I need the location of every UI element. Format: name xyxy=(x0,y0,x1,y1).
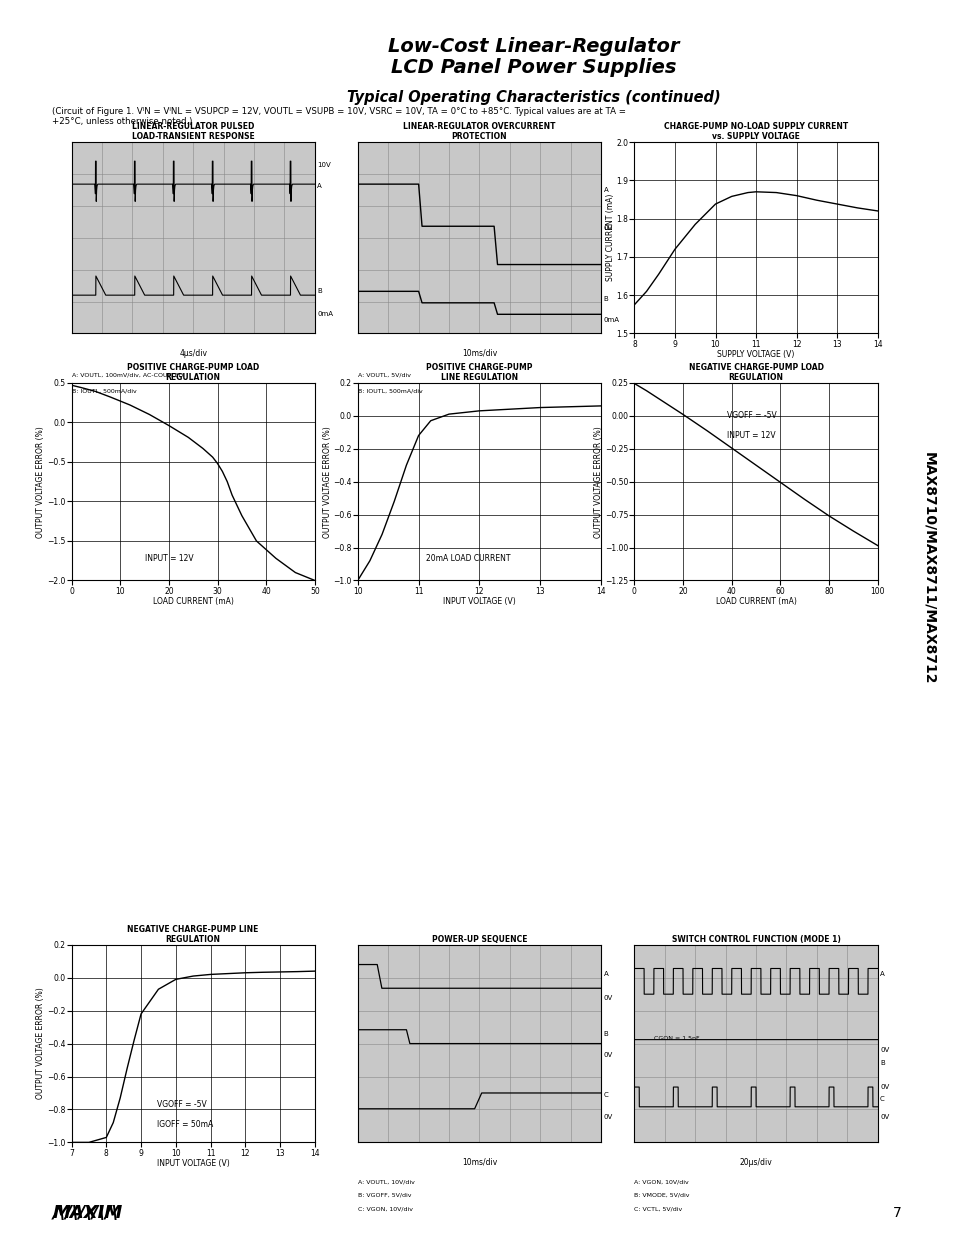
X-axis label: INPUT VOLTAGE (V): INPUT VOLTAGE (V) xyxy=(442,597,516,606)
Text: 0V: 0V xyxy=(880,1046,888,1052)
Text: C: VCTL, 5V/div: C: VCTL, 5V/div xyxy=(634,1207,682,1212)
Text: B: VGOFF, 5V/div: B: VGOFF, 5V/div xyxy=(357,1193,411,1198)
Text: 0mA: 0mA xyxy=(603,317,618,324)
Text: MAXIM: MAXIM xyxy=(52,1204,123,1221)
Text: Typical Operating Characteristics (continued): Typical Operating Characteristics (conti… xyxy=(347,90,720,105)
Text: INPUT = 12V: INPUT = 12V xyxy=(726,431,775,440)
Text: IGOFF = 50mA: IGOFF = 50mA xyxy=(156,1120,213,1129)
Text: A: A xyxy=(317,183,322,189)
Text: Low-Cost Linear-Regulator: Low-Cost Linear-Regulator xyxy=(388,37,679,57)
Text: 10ms/div: 10ms/div xyxy=(461,348,497,358)
X-axis label: LOAD CURRENT (mA): LOAD CURRENT (mA) xyxy=(715,597,796,606)
Y-axis label: OUTPUT VOLTAGE ERROR (%): OUTPUT VOLTAGE ERROR (%) xyxy=(322,426,332,537)
Text: +25°C, unless otherwise noted.): +25°C, unless otherwise noted.) xyxy=(52,116,193,126)
Text: INPUT = 12V: INPUT = 12V xyxy=(145,553,193,563)
Text: 10V: 10V xyxy=(317,162,331,168)
Text: 0V: 0V xyxy=(880,1084,888,1091)
Text: 10ms/div: 10ms/div xyxy=(461,1157,497,1167)
Title: NEGATIVE CHARGE-PUMP LOAD
REGULATION: NEGATIVE CHARGE-PUMP LOAD REGULATION xyxy=(688,363,822,382)
Text: A: VOUTL, 10V/div: A: VOUTL, 10V/div xyxy=(357,1179,415,1184)
Title: LINEAR-REGULATOR PULSED
LOAD-TRANSIENT RESPONSE: LINEAR-REGULATOR PULSED LOAD-TRANSIENT R… xyxy=(132,122,254,141)
Text: 0V: 0V xyxy=(603,1052,612,1058)
Text: B: B xyxy=(317,288,322,294)
Text: CGON = 1.5nF: CGON = 1.5nF xyxy=(653,1036,699,1041)
Text: B: VMODE, 5V/div: B: VMODE, 5V/div xyxy=(634,1193,689,1198)
Y-axis label: OUTPUT VOLTAGE ERROR (%): OUTPUT VOLTAGE ERROR (%) xyxy=(594,426,602,537)
Text: A: VGON, 10V/div: A: VGON, 10V/div xyxy=(634,1179,688,1184)
Text: 0V: 0V xyxy=(603,995,612,1002)
Text: B: B xyxy=(603,1031,608,1036)
Text: B: IOUTL, 500mA/div: B: IOUTL, 500mA/div xyxy=(357,389,422,394)
Text: 0V: 0V xyxy=(603,1114,612,1120)
Y-axis label: OUTPUT VOLTAGE ERROR (%): OUTPUT VOLTAGE ERROR (%) xyxy=(36,426,46,537)
Title: NEGATIVE CHARGE-PUMP LINE
REGULATION: NEGATIVE CHARGE-PUMP LINE REGULATION xyxy=(128,925,258,944)
Y-axis label: OUTPUT VOLTAGE ERROR (%): OUTPUT VOLTAGE ERROR (%) xyxy=(36,988,46,1099)
X-axis label: INPUT VOLTAGE (V): INPUT VOLTAGE (V) xyxy=(156,1158,230,1168)
Title: CHARGE-PUMP NO-LOAD SUPPLY CURRENT
vs. SUPPLY VOLTAGE: CHARGE-PUMP NO-LOAD SUPPLY CURRENT vs. S… xyxy=(663,122,847,141)
X-axis label: SUPPLY VOLTAGE (V): SUPPLY VOLTAGE (V) xyxy=(717,350,794,359)
Y-axis label: SUPPLY CURRENT (mA): SUPPLY CURRENT (mA) xyxy=(605,194,614,282)
Text: B: B xyxy=(603,296,608,303)
Title: SWITCH CONTROL FUNCTION (MODE 1): SWITCH CONTROL FUNCTION (MODE 1) xyxy=(671,935,840,944)
Text: A: VOUTL, 5V/div: A: VOUTL, 5V/div xyxy=(357,373,411,378)
Text: 20μs/div: 20μs/div xyxy=(739,1157,772,1167)
Text: A: A xyxy=(603,972,608,977)
Text: C: C xyxy=(603,1092,608,1098)
Text: B: IOUTL, 500mA/div: B: IOUTL, 500mA/div xyxy=(71,389,136,394)
Text: 20mA LOAD CURRENT: 20mA LOAD CURRENT xyxy=(425,553,510,563)
X-axis label: LOAD CURRENT (mA): LOAD CURRENT (mA) xyxy=(152,597,233,606)
Text: 0V: 0V xyxy=(880,1114,888,1120)
Text: (Circuit of Figure 1. VᴵN = VᴵNL = VSUPCP = 12V, VOUTL = VSUPB = 10V, VSRC = 10V: (Circuit of Figure 1. VᴵN = VᴵNL = VSUPC… xyxy=(52,106,626,116)
Title: POWER-UP SEQUENCE: POWER-UP SEQUENCE xyxy=(431,935,527,944)
Text: B: B xyxy=(880,1061,884,1066)
Text: /\/\/\/\/\: /\/\/\/\/\ xyxy=(52,1204,118,1221)
Text: 0V: 0V xyxy=(603,225,612,231)
Text: LCD Panel Power Supplies: LCD Panel Power Supplies xyxy=(391,58,677,78)
Text: VGOFF = -5V: VGOFF = -5V xyxy=(156,1100,206,1109)
Text: A: A xyxy=(603,186,608,193)
Text: C: C xyxy=(880,1095,884,1102)
Text: VGOFF = -5V: VGOFF = -5V xyxy=(726,411,776,420)
Text: A: A xyxy=(880,972,884,977)
Text: C: VGON, 10V/div: C: VGON, 10V/div xyxy=(357,1207,413,1212)
Title: POSITIVE CHARGE-PUMP
LINE REGULATION: POSITIVE CHARGE-PUMP LINE REGULATION xyxy=(426,363,532,382)
Text: A: VOUTL, 100mV/div, AC-COUPLED: A: VOUTL, 100mV/div, AC-COUPLED xyxy=(71,373,183,378)
Title: POSITIVE CHARGE-PUMP LOAD
REGULATION: POSITIVE CHARGE-PUMP LOAD REGULATION xyxy=(127,363,259,382)
Text: 4μs/div: 4μs/div xyxy=(179,348,207,358)
Title: LINEAR-REGULATOR OVERCURRENT
PROTECTION: LINEAR-REGULATOR OVERCURRENT PROTECTION xyxy=(403,122,555,141)
Text: 7: 7 xyxy=(892,1205,901,1220)
Text: 0mA: 0mA xyxy=(317,311,333,317)
Text: MAX8710/MAX8711/MAX8712: MAX8710/MAX8711/MAX8712 xyxy=(922,452,935,684)
